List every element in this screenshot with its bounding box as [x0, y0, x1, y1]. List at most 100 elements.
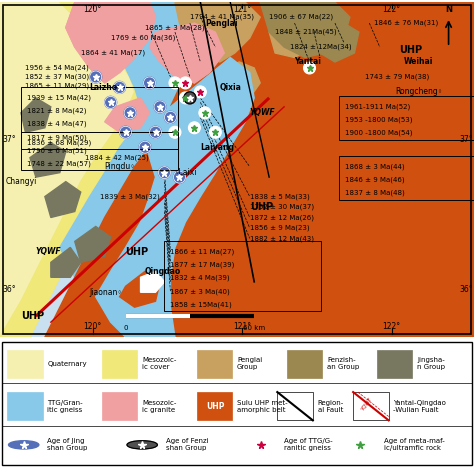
Text: ◦Laixi: ◦Laixi: [175, 168, 198, 177]
Circle shape: [124, 107, 136, 119]
Polygon shape: [119, 271, 160, 307]
Text: Yantai: Yantai: [294, 58, 321, 66]
Polygon shape: [105, 98, 149, 132]
Circle shape: [345, 441, 375, 449]
Text: 1848 ± 21Ma(45): 1848 ± 21Ma(45): [275, 29, 337, 36]
Text: YQWF: YQWF: [250, 108, 275, 117]
Text: 37°: 37°: [2, 135, 16, 144]
Text: UHP: UHP: [207, 402, 225, 411]
Bar: [21, 132, 178, 149]
Text: Sulu UHP met-
amorphic belt: Sulu UHP met- amorphic belt: [237, 400, 288, 413]
Polygon shape: [149, 23, 224, 83]
Text: Age of Jing
shan Group: Age of Jing shan Group: [47, 439, 88, 451]
Polygon shape: [30, 143, 66, 177]
Bar: [353, 392, 389, 420]
Text: 1790 ± 6 Ma(51): 1790 ± 6 Ma(51): [27, 147, 87, 154]
Circle shape: [158, 167, 171, 179]
Polygon shape: [320, 23, 359, 62]
Circle shape: [9, 441, 39, 449]
Text: 1837 ± 8 Ma(48): 1837 ± 8 Ma(48): [346, 190, 405, 196]
Text: Penglai
Group: Penglai Group: [237, 357, 262, 370]
Text: 1900 -1800 Ma(54): 1900 -1800 Ma(54): [346, 130, 413, 136]
Circle shape: [184, 92, 196, 104]
Text: Qixia: Qixia: [220, 83, 242, 92]
Polygon shape: [75, 227, 110, 263]
Text: 1846 ± 9 Ma(46): 1846 ± 9 Ma(46): [346, 176, 405, 183]
Text: Pingdu◦: Pingdu◦: [105, 162, 136, 171]
Text: 121°: 121°: [233, 322, 251, 331]
Text: TTG/Gran-
itic gneiss: TTG/Gran- itic gneiss: [47, 400, 83, 413]
Bar: [164, 241, 321, 311]
Text: 60 km: 60 km: [243, 325, 265, 331]
Polygon shape: [260, 2, 350, 58]
Text: 1865 ± 3 Ma(28): 1865 ± 3 Ma(28): [145, 24, 205, 31]
Text: Rongcheng◦: Rongcheng◦: [395, 88, 442, 96]
Text: 122°: 122°: [383, 5, 401, 14]
Text: 1953 -1800 Ma(53): 1953 -1800 Ma(53): [346, 117, 413, 123]
Text: Yantai-Qingdao
-Wulian Fualt: Yantai-Qingdao -Wulian Fualt: [393, 400, 447, 413]
Text: YQWF: YQWF: [360, 396, 373, 411]
Bar: [197, 350, 232, 378]
Circle shape: [154, 101, 166, 113]
Polygon shape: [175, 2, 260, 62]
Text: 1872 ± 12 Ma(26): 1872 ± 12 Ma(26): [250, 214, 314, 221]
Text: 1838 ± 4 Ma(47): 1838 ± 4 Ma(47): [27, 121, 87, 127]
Polygon shape: [141, 271, 164, 292]
Polygon shape: [215, 62, 260, 102]
Text: 1836 ± 68 Ma(29): 1836 ± 68 Ma(29): [27, 139, 91, 146]
Text: 1794 ± 41 Ma(35): 1794 ± 41 Ma(35): [190, 14, 254, 21]
Text: 1884 ± 42 Ma(25): 1884 ± 42 Ma(25): [85, 154, 149, 161]
Circle shape: [144, 77, 155, 89]
Polygon shape: [45, 2, 474, 337]
Circle shape: [194, 86, 206, 98]
Circle shape: [169, 77, 181, 89]
Text: 1838 ± 5 Ma(33): 1838 ± 5 Ma(33): [250, 193, 310, 200]
Polygon shape: [115, 271, 145, 297]
Circle shape: [246, 441, 276, 449]
Circle shape: [210, 126, 221, 138]
Text: 37°: 37°: [460, 135, 474, 144]
Text: Quaternary: Quaternary: [47, 361, 87, 367]
Text: UHP: UHP: [21, 311, 44, 321]
Text: 1906 ± 67 Ma(22): 1906 ± 67 Ma(22): [269, 14, 333, 21]
Circle shape: [114, 81, 126, 94]
Text: Mesozoic-
ic cover: Mesozoic- ic cover: [142, 357, 177, 370]
Text: Jiaonan◦: Jiaonan◦: [90, 288, 123, 297]
Text: 1956 ± 54 Ma(24): 1956 ± 54 Ma(24): [26, 65, 89, 71]
Circle shape: [149, 126, 162, 138]
Text: 1865 ± 11 Ma(29): 1865 ± 11 Ma(29): [26, 83, 90, 89]
Text: Age of Fenzi
shan Group: Age of Fenzi shan Group: [166, 439, 209, 451]
Text: Age of TTG/G-
ranitic gneiss: Age of TTG/G- ranitic gneiss: [284, 439, 333, 451]
Text: 1839 ± 3 Ma(32): 1839 ± 3 Ma(32): [100, 193, 160, 200]
Text: 121°: 121°: [233, 5, 251, 14]
Bar: [339, 156, 474, 199]
Text: 1867 ± 3 Ma(40): 1867 ± 3 Ma(40): [171, 288, 230, 295]
Polygon shape: [96, 58, 254, 337]
Text: Laizhou: Laizhou: [90, 83, 123, 92]
Circle shape: [119, 126, 132, 138]
Text: Weihai: Weihai: [404, 58, 433, 66]
Circle shape: [139, 141, 151, 153]
Circle shape: [199, 107, 211, 119]
Text: Laiyang: Laiyang: [201, 143, 234, 152]
Text: 36°: 36°: [460, 285, 474, 294]
Polygon shape: [269, 17, 320, 58]
Circle shape: [169, 126, 181, 138]
Text: YQWF: YQWF: [36, 248, 62, 256]
Polygon shape: [0, 2, 135, 337]
Polygon shape: [0, 2, 230, 337]
Text: UHP: UHP: [399, 45, 422, 55]
Text: Changyi: Changyi: [6, 177, 37, 186]
Bar: [377, 350, 412, 378]
Text: 1824 ± 12Ma(34): 1824 ± 12Ma(34): [290, 44, 352, 50]
Text: 1939 ± 15 Ma(42): 1939 ± 15 Ma(42): [27, 95, 91, 101]
Text: 1858 ± 15Ma(41): 1858 ± 15Ma(41): [171, 301, 232, 308]
Text: Jingsha-
n Group: Jingsha- n Group: [417, 357, 445, 370]
Text: 120°: 120°: [83, 5, 102, 14]
Text: 1868 ± 3 Ma(44): 1868 ± 3 Ma(44): [346, 163, 405, 170]
Text: N: N: [445, 5, 452, 14]
Text: 36°: 36°: [2, 285, 16, 294]
Text: Penglai: Penglai: [205, 19, 237, 28]
Text: 1748 ± 22 Ma(57): 1748 ± 22 Ma(57): [27, 161, 91, 167]
Polygon shape: [60, 2, 250, 337]
